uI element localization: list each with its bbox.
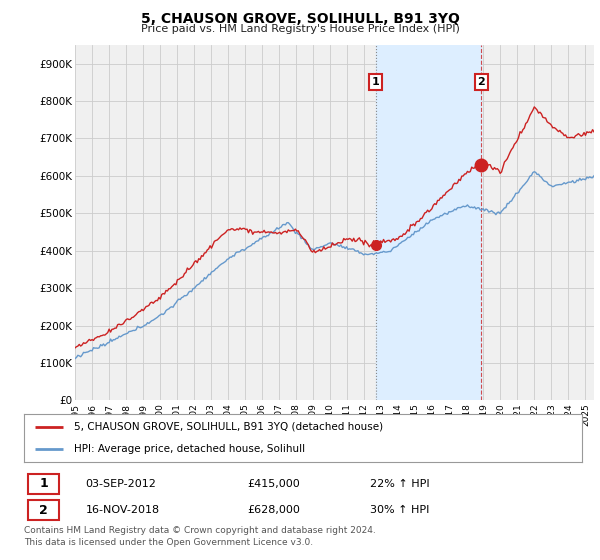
Text: 1: 1 (372, 77, 380, 87)
Bar (376, 45, 481, 400)
FancyBboxPatch shape (28, 500, 59, 520)
Text: Contains HM Land Registry data © Crown copyright and database right 2024.
This d: Contains HM Land Registry data © Crown c… (24, 526, 376, 547)
Text: Price paid vs. HM Land Registry's House Price Index (HPI): Price paid vs. HM Land Registry's House … (140, 24, 460, 34)
Text: £628,000: £628,000 (247, 505, 300, 515)
Text: £415,000: £415,000 (247, 479, 300, 489)
Text: 2: 2 (478, 77, 485, 87)
Text: 2: 2 (39, 503, 48, 517)
Text: HPI: Average price, detached house, Solihull: HPI: Average price, detached house, Soli… (74, 444, 305, 454)
Text: 1: 1 (39, 477, 48, 491)
Text: 22% ↑ HPI: 22% ↑ HPI (370, 479, 430, 489)
Text: 5, CHAUSON GROVE, SOLIHULL, B91 3YQ: 5, CHAUSON GROVE, SOLIHULL, B91 3YQ (140, 12, 460, 26)
Text: 5, CHAUSON GROVE, SOLIHULL, B91 3YQ (detached house): 5, CHAUSON GROVE, SOLIHULL, B91 3YQ (det… (74, 422, 383, 432)
Text: 30% ↑ HPI: 30% ↑ HPI (370, 505, 430, 515)
FancyBboxPatch shape (28, 474, 59, 494)
Text: 03-SEP-2012: 03-SEP-2012 (85, 479, 156, 489)
Text: 16-NOV-2018: 16-NOV-2018 (85, 505, 160, 515)
